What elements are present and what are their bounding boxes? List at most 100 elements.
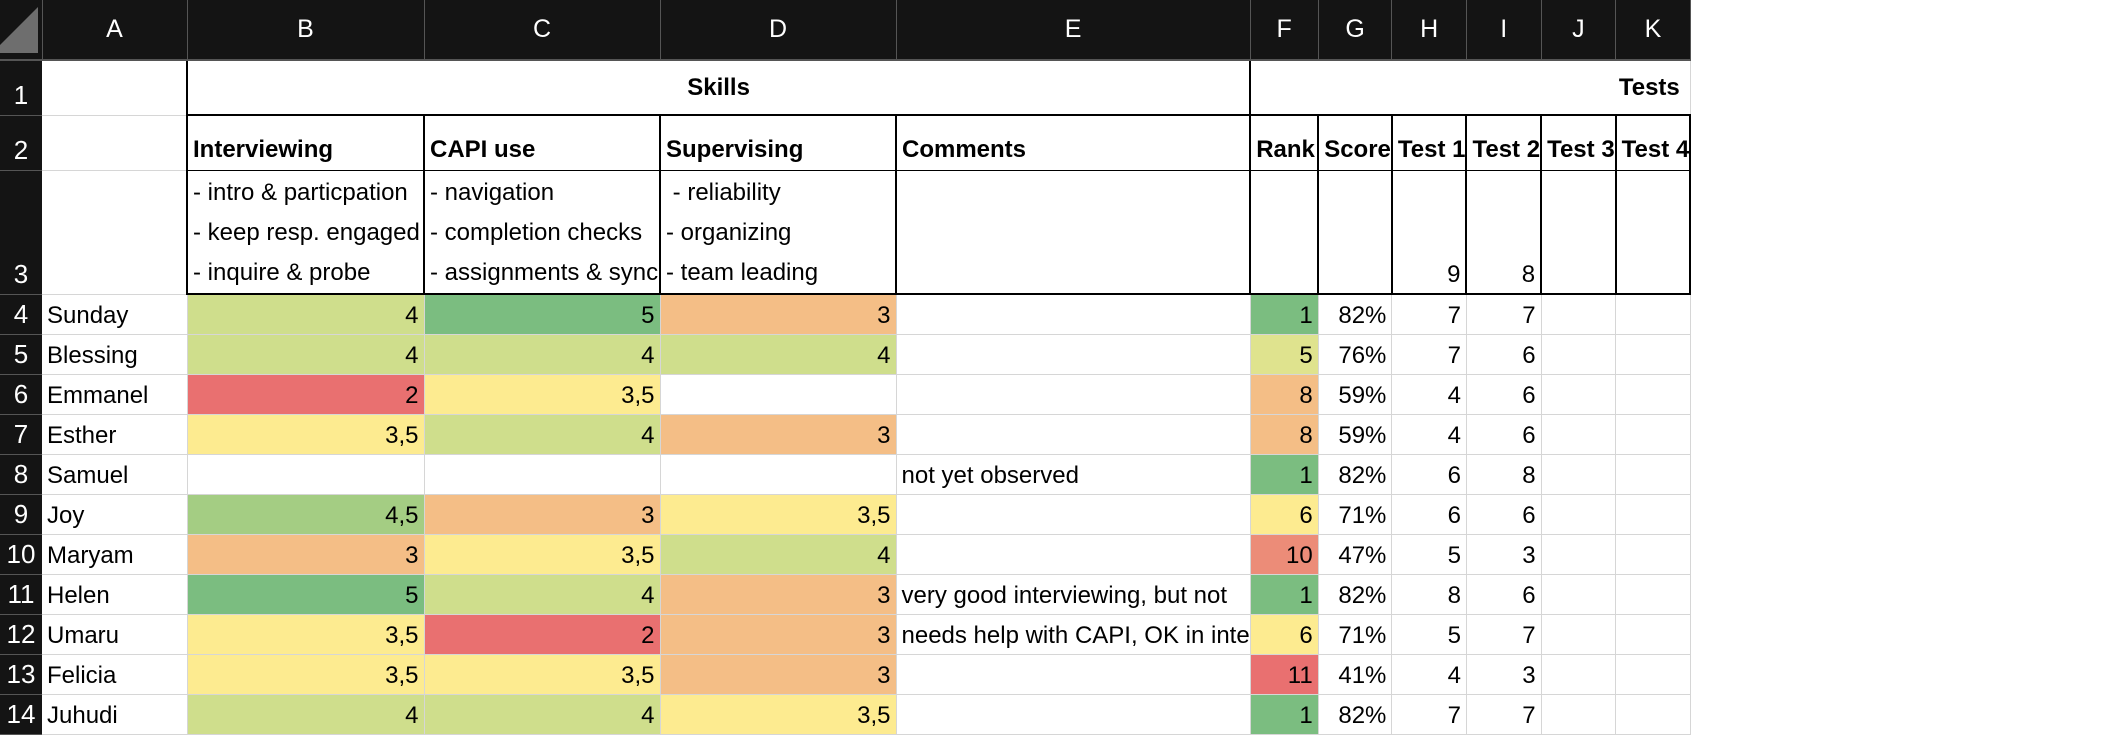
capi-score-cell[interactable] [424,454,661,495]
capi-use-header[interactable]: CAPI use [423,114,661,171]
comment-cell[interactable]: not yet observed [896,454,1251,495]
test3-cell[interactable] [1541,614,1617,655]
name-cell[interactable]: Sunday [42,294,188,335]
interviewing-score-cell[interactable]: 4 [187,694,425,735]
cell[interactable] [42,170,188,295]
test3-cell[interactable] [1541,334,1617,375]
score-cell[interactable]: 41% [1318,654,1393,695]
row-header[interactable]: 4 [0,294,42,335]
name-cell[interactable]: Umaru [42,614,188,655]
score-cell[interactable]: 47% [1318,534,1393,575]
rank-cell[interactable]: 8 [1250,414,1319,455]
rank-cell[interactable]: 8 [1250,374,1319,415]
name-cell[interactable]: Felicia [42,654,188,695]
supervising-description-cell[interactable]: - reliability - organizing - team leadin… [659,170,897,295]
row-header[interactable]: 13 [0,654,42,695]
column-header-d[interactable]: D [660,0,897,61]
test3-cell[interactable] [1541,534,1617,575]
column-header-b[interactable]: B [187,0,425,61]
comments-header[interactable]: Comments [894,114,1252,171]
cell[interactable] [42,60,188,116]
column-header-g[interactable]: G [1318,0,1393,61]
comment-cell[interactable]: very good interviewing, but not [896,574,1251,615]
supervising-score-cell[interactable]: 3 [660,574,897,615]
test2-cell[interactable]: 8 [1466,454,1542,495]
test4-cell[interactable] [1615,494,1691,535]
name-cell[interactable]: Maryam [42,534,188,575]
supervising-header[interactable]: Supervising [659,114,897,171]
row-header[interactable]: 9 [0,494,42,535]
interviewing-score-cell[interactable]: 5 [187,574,425,615]
supervising-score-cell[interactable]: 3,5 [660,694,897,735]
capi-score-cell[interactable]: 4 [424,334,661,375]
test4-header[interactable]: Test 4 [1614,114,1692,171]
row-header[interactable]: 1 [0,60,42,116]
rank-cell[interactable]: 1 [1250,454,1319,495]
comment-cell[interactable] [896,374,1251,415]
name-cell[interactable]: Blessing [42,334,188,375]
supervising-score-cell[interactable]: 3 [660,294,897,335]
test4-cell[interactable] [1615,654,1691,695]
supervising-score-cell[interactable] [660,454,897,495]
test4-cell[interactable] [1615,574,1691,615]
row-header[interactable]: 5 [0,334,42,375]
comment-cell[interactable]: needs help with CAPI, OK in inte [896,614,1251,655]
test1-cell[interactable]: 5 [1391,614,1467,655]
test2-cell[interactable]: 7 [1466,294,1542,335]
rank-cell[interactable]: 1 [1250,574,1319,615]
rank-cell[interactable]: 11 [1250,654,1319,695]
test4-cell[interactable] [1615,414,1691,455]
select-all-corner[interactable] [0,0,43,61]
score-description-cell[interactable] [1317,170,1393,295]
test1-cell[interactable]: 4 [1391,374,1467,415]
score-cell[interactable]: 59% [1318,414,1393,455]
row-header[interactable]: 3 [0,170,42,295]
row-header[interactable]: 8 [0,454,42,495]
test1-cell[interactable]: 6 [1391,454,1467,495]
test1-max-cell[interactable]: 9 [1390,170,1468,295]
rank-cell[interactable]: 1 [1250,694,1319,735]
skills-title-cell[interactable]: Skills [185,59,1251,116]
interviewing-score-cell[interactable]: 3,5 [187,654,425,695]
comment-cell[interactable] [896,654,1251,695]
interviewing-score-cell[interactable]: 4,5 [187,494,425,535]
row-header[interactable]: 12 [0,614,42,655]
rank-cell[interactable]: 1 [1250,294,1319,335]
capi-score-cell[interactable]: 4 [424,694,661,735]
test3-cell[interactable] [1541,574,1617,615]
test2-cell[interactable]: 6 [1466,334,1542,375]
rank-cell[interactable]: 6 [1250,614,1319,655]
interviewing-description-cell[interactable]: - intro & particpation - keep resp. enga… [186,170,425,295]
test3-max-cell[interactable] [1540,170,1617,295]
test2-cell[interactable]: 6 [1466,414,1542,455]
rank-cell[interactable]: 6 [1250,494,1319,535]
row-header[interactable]: 11 [0,574,42,615]
score-header[interactable]: Score [1317,114,1393,171]
comment-cell[interactable] [896,694,1251,735]
name-cell[interactable]: Juhudi [42,694,188,735]
comment-cell[interactable] [896,294,1251,335]
capi-score-cell[interactable]: 4 [424,414,661,455]
interviewing-score-cell[interactable]: 3,5 [187,614,425,655]
test4-cell[interactable] [1615,454,1691,495]
test2-header[interactable]: Test 2 [1465,114,1543,171]
test2-cell[interactable]: 7 [1466,614,1542,655]
capi-score-cell[interactable]: 3,5 [424,374,661,415]
capi-score-cell[interactable]: 2 [424,614,661,655]
test2-cell[interactable]: 6 [1466,374,1542,415]
test3-cell[interactable] [1541,654,1617,695]
test2-cell[interactable]: 3 [1466,654,1542,695]
supervising-score-cell[interactable]: 3 [660,654,897,695]
column-header-c[interactable]: C [424,0,661,61]
interviewing-score-cell[interactable] [187,454,425,495]
test1-cell[interactable]: 4 [1391,654,1467,695]
test1-cell[interactable]: 5 [1391,534,1467,575]
column-header-k[interactable]: K [1615,0,1691,61]
score-cell[interactable]: 82% [1318,294,1393,335]
name-cell[interactable]: Samuel [42,454,188,495]
tests-title-cell[interactable]: Tests [1249,59,1691,116]
capi-score-cell[interactable]: 3,5 [424,654,661,695]
column-header-h[interactable]: H [1391,0,1467,61]
test4-cell[interactable] [1615,294,1691,335]
row-header[interactable]: 14 [0,694,42,735]
